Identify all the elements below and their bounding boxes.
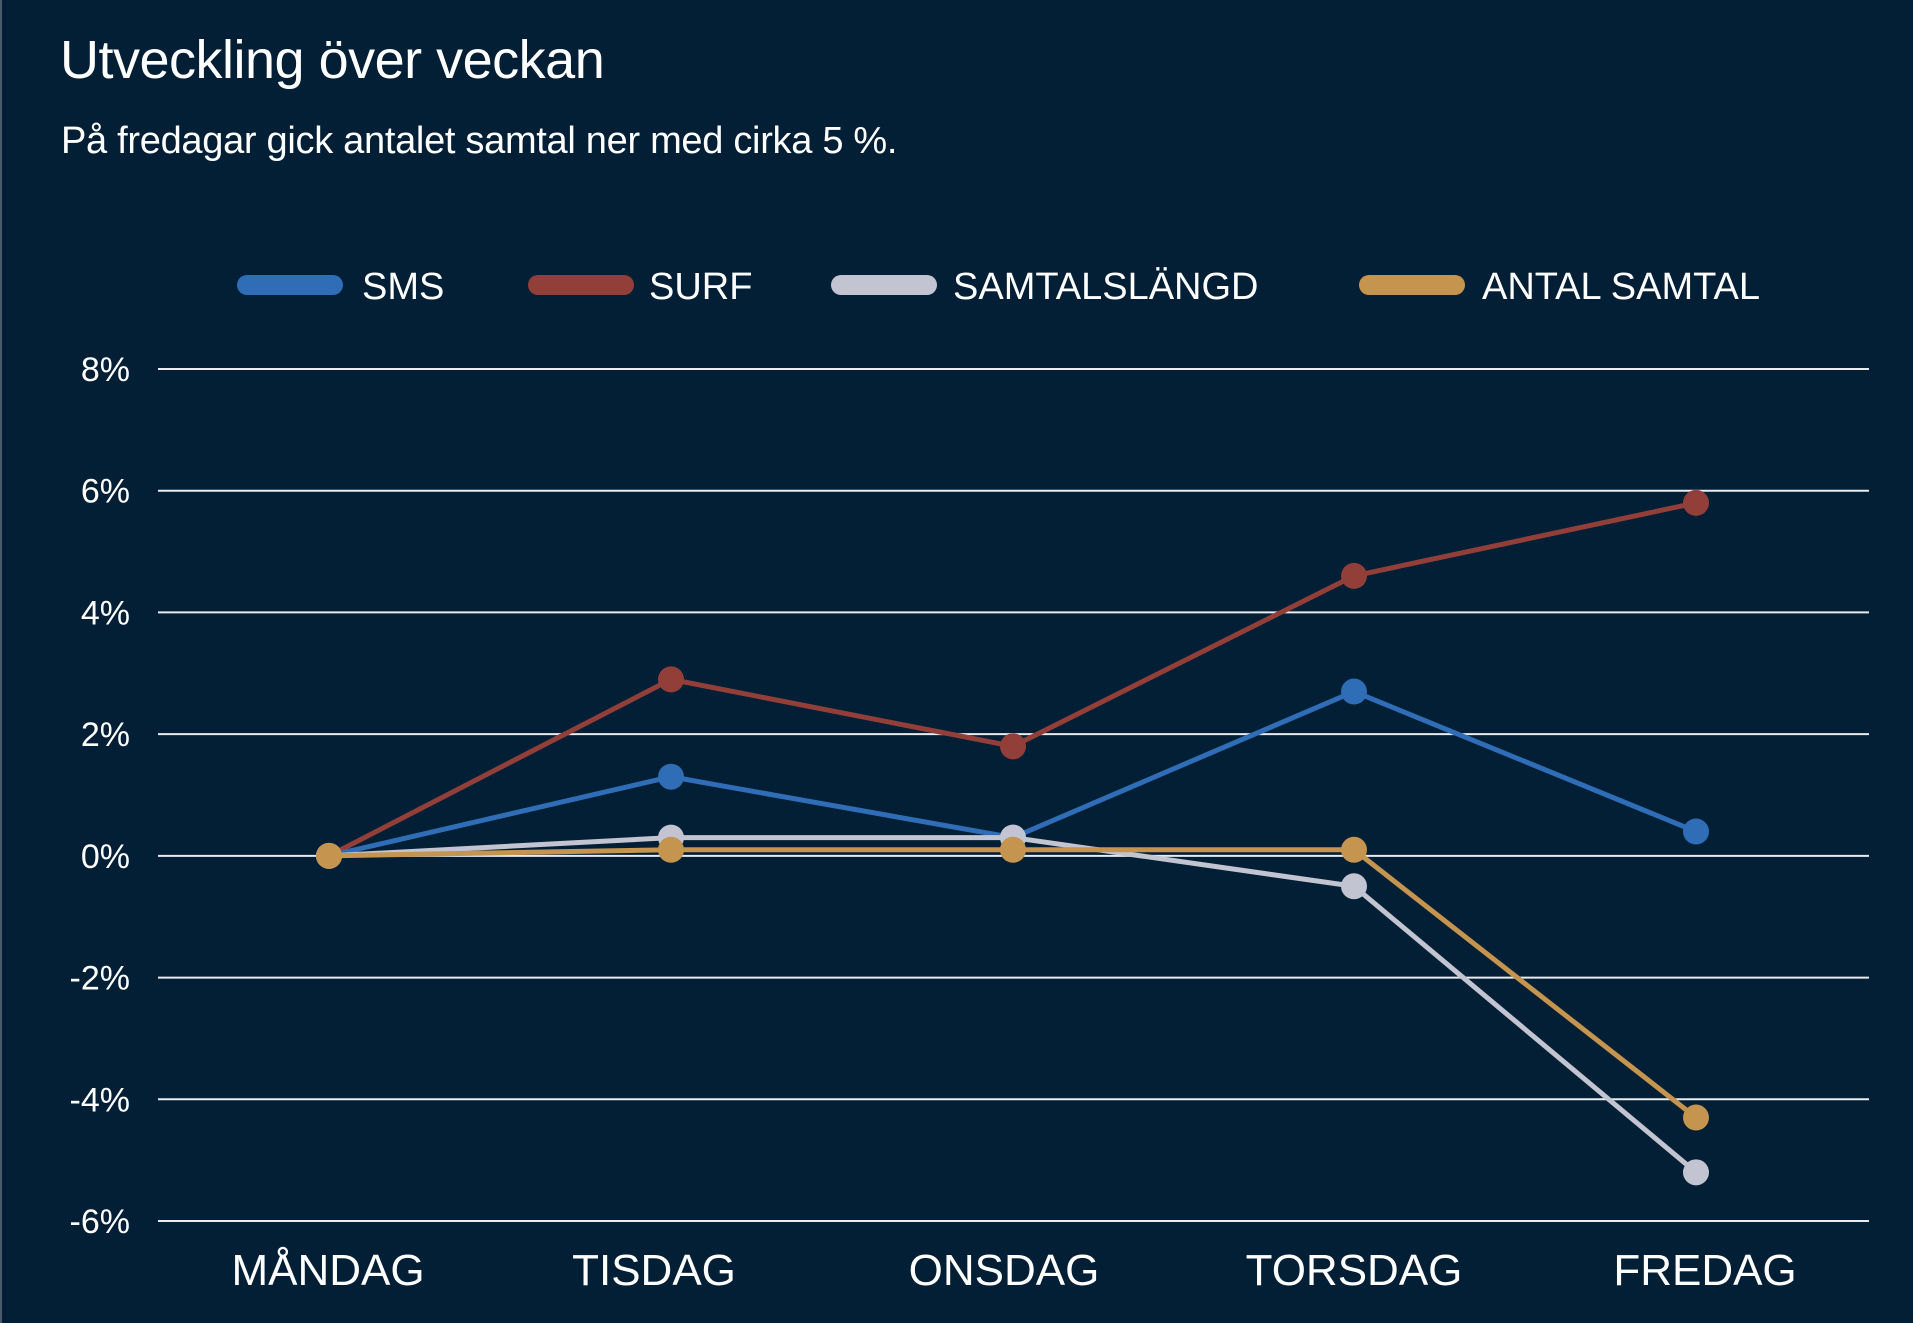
data-point-antal-samtal[interactable]: [1000, 836, 1026, 863]
legend-label: SURF: [649, 266, 752, 308]
legend-item-surf: SURF: [528, 266, 752, 308]
legend: SMS SURF SAMTALSLÄNGD ANTAL SAMTAL: [237, 266, 1760, 308]
y-tick-label: 6%: [81, 473, 130, 511]
y-axis: 8% 6% 4% 2% 0% -2% -4% -6%: [70, 351, 130, 1241]
data-point-antal-samtal[interactable]: [316, 842, 342, 869]
data-point-antal-samtal[interactable]: [1683, 1104, 1709, 1131]
y-tick-label: 2%: [81, 716, 130, 754]
x-tick-label: ONSDAG: [909, 1246, 1100, 1295]
legend-swatch: [831, 275, 937, 295]
data-point-sms[interactable]: [1683, 818, 1709, 845]
y-tick-label: -2%: [70, 960, 130, 998]
legend-swatch: [237, 275, 343, 295]
legend-label: SMS: [362, 266, 444, 308]
series-line-surf: [327, 500, 1697, 859]
series-lines: [316, 489, 1709, 1186]
x-tick-label: TORSDAG: [1246, 1246, 1463, 1295]
x-tick-label: MÅNDAG: [231, 1246, 424, 1295]
data-point-antal-samtal[interactable]: [658, 836, 684, 863]
y-tick-label: 8%: [81, 351, 130, 389]
series-samtalsl-ngd: [316, 824, 1709, 1186]
y-tick-label: 4%: [81, 594, 130, 632]
y-tick-label: 0%: [81, 838, 130, 876]
data-point-surf[interactable]: [1683, 489, 1709, 516]
y-tick-label: -6%: [70, 1203, 130, 1241]
series-line-antal-samtal: [328, 847, 1698, 1120]
data-point-samtalsl-ngd[interactable]: [1341, 873, 1367, 900]
series-line-samtalsl-ngd: [328, 835, 1698, 1175]
data-point-sms[interactable]: [658, 763, 684, 790]
legend-item-sms: SMS: [237, 266, 444, 308]
legend-item-samtalsl-ngd: SAMTALSLÄNGD: [831, 266, 1258, 308]
data-point-samtalsl-ngd[interactable]: [1683, 1159, 1709, 1186]
series-antal-samtal: [316, 836, 1709, 1131]
legend-item-antal-samtal: ANTAL SAMTAL: [1359, 266, 1760, 308]
x-tick-label: TISDAG: [572, 1246, 736, 1295]
chart-title: Utveckling över veckan: [60, 30, 605, 90]
legend-swatch: [1359, 275, 1465, 295]
data-point-surf[interactable]: [1000, 733, 1026, 760]
x-tick-label: FREDAG: [1613, 1246, 1796, 1295]
legend-swatch: [528, 275, 634, 295]
legend-label: SAMTALSLÄNGD: [953, 266, 1258, 308]
data-point-sms[interactable]: [1341, 678, 1367, 705]
y-tick-label: -4%: [70, 1081, 130, 1119]
data-point-antal-samtal[interactable]: [1341, 836, 1367, 863]
legend-label: ANTAL SAMTAL: [1482, 266, 1760, 308]
x-axis: MÅNDAG TISDAG ONSDAG TORSDAG FREDAG: [231, 1246, 1796, 1295]
chart-subtitle: På fredagar gick antalet samtal ner med …: [61, 120, 898, 162]
data-point-surf[interactable]: [1341, 562, 1367, 589]
data-point-surf[interactable]: [658, 666, 684, 693]
